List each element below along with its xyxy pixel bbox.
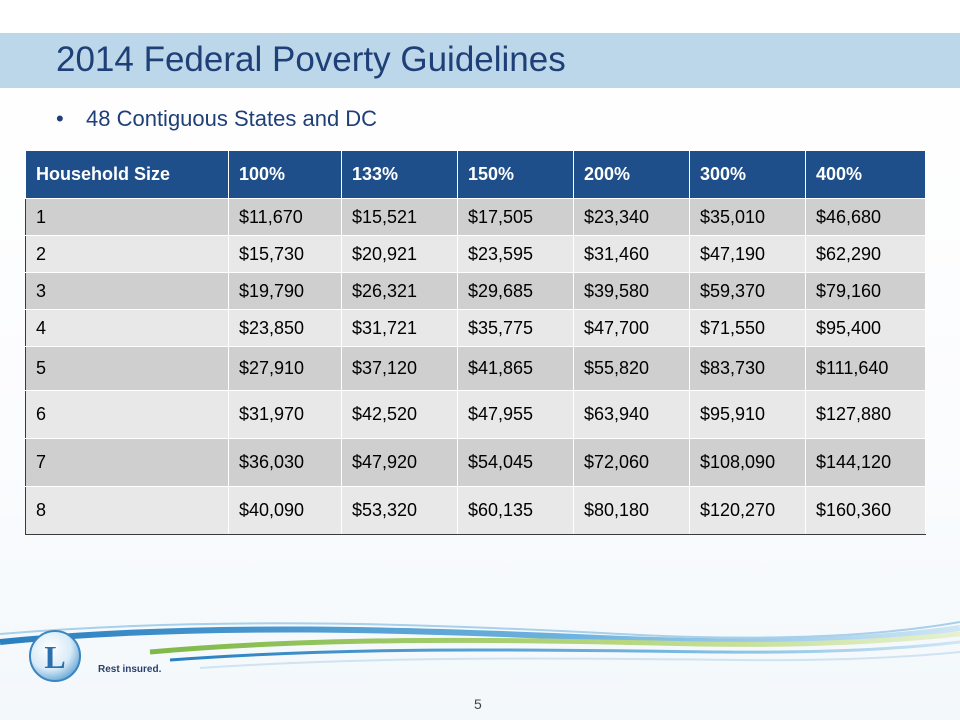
table-row: 3 $19,790 $26,321 $29,685 $39,580 $59,37… [25, 272, 926, 310]
table-cell: $47,955 [457, 390, 574, 439]
page-number: 5 [474, 696, 482, 712]
table-cell: $63,940 [573, 390, 690, 439]
table-cell: $23,595 [457, 235, 574, 273]
table-cell: $29,685 [457, 272, 574, 310]
table-row: 4 $23,850 $31,721 $35,775 $47,700 $71,55… [25, 309, 926, 347]
table-cell: 3 [25, 272, 229, 310]
table-cell: $35,775 [457, 309, 574, 347]
table-cell: $37,120 [341, 346, 458, 391]
table-cell: $46,680 [805, 198, 926, 236]
svg-text:L: L [44, 639, 65, 675]
table-cell: $79,160 [805, 272, 926, 310]
table-cell: $47,190 [689, 235, 806, 273]
header-150: 150% [457, 150, 574, 199]
table-cell: $15,730 [228, 235, 342, 273]
table-cell: $27,910 [228, 346, 342, 391]
table-cell: $41,865 [457, 346, 574, 391]
bullet-icon: • [56, 106, 64, 131]
header-200: 200% [573, 150, 690, 199]
bullet-text: 48 Contiguous States and DC [86, 106, 378, 131]
header-400: 400% [805, 150, 926, 199]
table-cell: 2 [25, 235, 229, 273]
table-cell: 7 [25, 438, 229, 487]
table-cell: $31,721 [341, 309, 458, 347]
table-cell: $59,370 [689, 272, 806, 310]
table-cell: $108,090 [689, 438, 806, 487]
table-cell: $42,520 [341, 390, 458, 439]
table-cell: $35,010 [689, 198, 806, 236]
poverty-guidelines-table: Household Size 100% 133% 150% 200% 300% … [25, 150, 926, 535]
table-cell: $127,880 [805, 390, 926, 439]
table-row: 1 $11,670 $15,521 $17,505 $23,340 $35,01… [25, 198, 926, 236]
header-300: 300% [689, 150, 806, 199]
table-cell: $23,850 [228, 309, 342, 347]
table-cell: $40,090 [228, 486, 342, 535]
table-cell: $60,135 [457, 486, 574, 535]
table-header-row: Household Size 100% 133% 150% 200% 300% … [25, 150, 926, 199]
table-row: 6 $31,970 $42,520 $47,955 $63,940 $95,91… [25, 390, 926, 439]
table-cell: $23,340 [573, 198, 690, 236]
table-cell: $36,030 [228, 438, 342, 487]
table-cell: $71,550 [689, 309, 806, 347]
table-cell: $20,921 [341, 235, 458, 273]
table-cell: $53,320 [341, 486, 458, 535]
header-100: 100% [228, 150, 342, 199]
table-cell: $47,700 [573, 309, 690, 347]
title-band [0, 33, 960, 88]
table-cell: $31,970 [228, 390, 342, 439]
table-cell: $72,060 [573, 438, 690, 487]
table-cell: 4 [25, 309, 229, 347]
table-cell: $54,045 [457, 438, 574, 487]
table-cell: $31,460 [573, 235, 690, 273]
table-cell: $55,820 [573, 346, 690, 391]
table-cell: 5 [25, 346, 229, 391]
logo-tagline: Rest insured. [98, 664, 162, 675]
header-household-size: Household Size [25, 150, 229, 199]
table-cell: $26,321 [341, 272, 458, 310]
table-cell: $80,180 [573, 486, 690, 535]
table-row: 8 $40,090 $53,320 $60,135 $80,180 $120,2… [25, 486, 926, 535]
table-cell: $111,640 [805, 346, 926, 391]
table-cell: $95,910 [689, 390, 806, 439]
table-cell: $17,505 [457, 198, 574, 236]
table-cell: $62,290 [805, 235, 926, 273]
table-cell: 6 [25, 390, 229, 439]
table-cell: $144,120 [805, 438, 926, 487]
table-row: 7 $36,030 $47,920 $54,045 $72,060 $108,0… [25, 438, 926, 487]
bullet-item: • 48 Contiguous States and DC [56, 106, 377, 132]
table-row: 2 $15,730 $20,921 $23,595 $31,460 $47,19… [25, 235, 926, 273]
logo-icon: L [29, 630, 81, 682]
table-cell: $15,521 [341, 198, 458, 236]
table-cell: $19,790 [228, 272, 342, 310]
table-cell: $160,360 [805, 486, 926, 535]
table-cell: 8 [25, 486, 229, 535]
table-cell: $95,400 [805, 309, 926, 347]
footer-swoosh-art: L [0, 621, 960, 682]
table-cell: 1 [25, 198, 229, 236]
header-133: 133% [341, 150, 458, 199]
table-cell: $83,730 [689, 346, 806, 391]
table-cell: $120,270 [689, 486, 806, 535]
table-row: 5 $27,910 $37,120 $41,865 $55,820 $83,73… [25, 346, 926, 391]
table-cell: $11,670 [228, 198, 342, 236]
table-cell: $47,920 [341, 438, 458, 487]
table-cell: $39,580 [573, 272, 690, 310]
slide-title: 2014 Federal Poverty Guidelines [56, 40, 566, 79]
